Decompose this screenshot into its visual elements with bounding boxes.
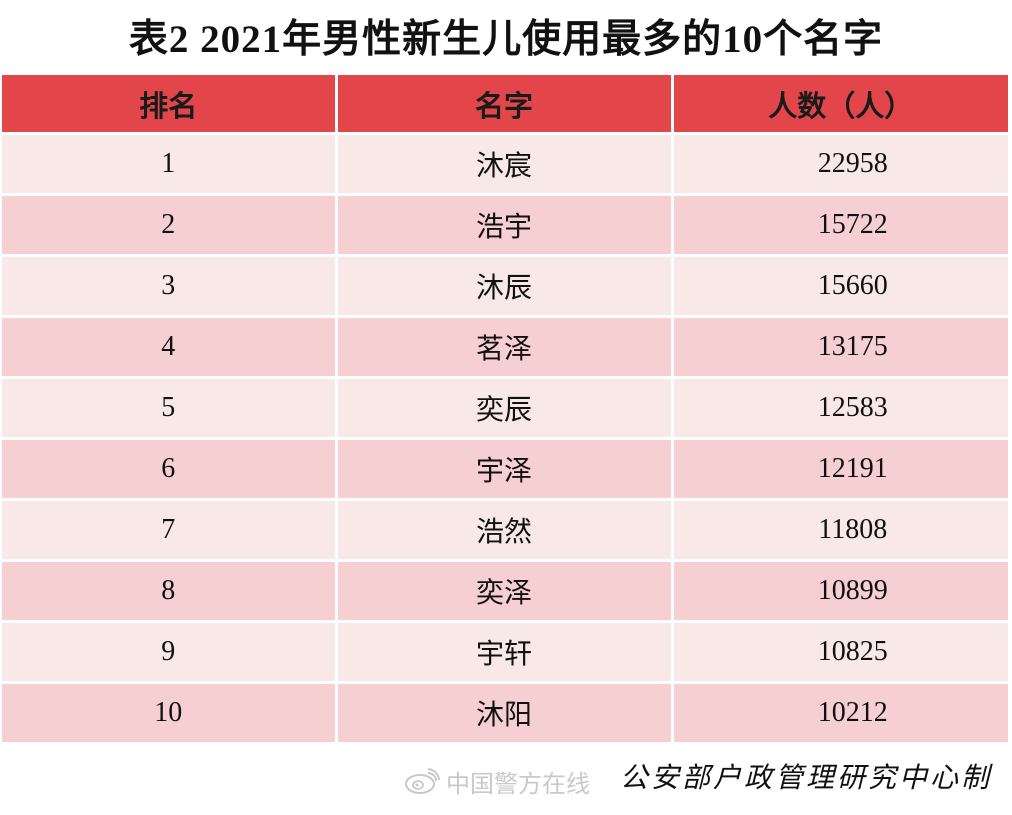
watermark: 中国警方在线: [404, 764, 590, 798]
table-header-row: 排名 名字 人数（人）: [2, 75, 1008, 135]
column-header-name: 名字: [336, 75, 674, 135]
rank-cell: 3: [2, 255, 338, 318]
table-title: 表2 2021年男性新生儿使用最多的10个名字: [128, 18, 884, 61]
table-row: 9 宇轩 10825: [2, 621, 1008, 684]
name-cell: 茗泽: [336, 316, 674, 379]
count-cell: 12191: [672, 438, 1008, 501]
name-cell: 奕泽: [336, 560, 674, 623]
table-row: 3 沐辰 15660: [2, 255, 1008, 318]
rank-cell: 6: [2, 438, 338, 501]
name-cell: 沐阳: [336, 682, 674, 745]
footer: 中国警方在线 公安部户政管理研究中心制: [0, 752, 1012, 802]
count-cell: 15660: [672, 255, 1008, 318]
table-row: 7 浩然 11808: [2, 499, 1008, 562]
rank-cell: 4: [2, 316, 338, 379]
column-header-rank: 排名: [2, 75, 338, 135]
name-cell: 宇泽: [336, 438, 674, 501]
rank-cell: 9: [2, 621, 338, 684]
table-row: 5 奕辰 12583: [2, 377, 1008, 440]
table-row: 1 沐宸 22958: [2, 133, 1008, 196]
name-cell: 浩宇: [336, 194, 674, 257]
source-note: 公安部户政管理研究中心制: [619, 763, 992, 794]
rank-cell: 10: [2, 682, 338, 745]
ranking-table: 排名 名字 人数（人） 1 沐宸 22958 2 浩宇 15722 3 沐辰 1…: [2, 75, 1008, 745]
ranking-table-container: 排名 名字 人数（人） 1 沐宸 22958 2 浩宇 15722 3 沐辰 1…: [2, 75, 1008, 745]
count-cell: 13175: [672, 316, 1008, 379]
column-header-count: 人数（人）: [672, 75, 1008, 135]
table-row: 10 沐阳 10212: [2, 682, 1008, 745]
name-cell: 沐宸: [336, 133, 674, 196]
name-cell: 浩然: [336, 499, 674, 562]
table-row: 2 浩宇 15722: [2, 194, 1008, 257]
count-cell: 11808: [672, 499, 1008, 562]
count-cell: 10212: [672, 682, 1008, 745]
count-cell: 15722: [672, 194, 1008, 257]
table-row: 4 茗泽 13175: [2, 316, 1008, 379]
rank-cell: 5: [2, 377, 338, 440]
name-cell: 沐辰: [336, 255, 674, 318]
name-cell: 奕辰: [336, 377, 674, 440]
table-row: 8 奕泽 10899: [2, 560, 1008, 623]
rank-cell: 2: [2, 194, 338, 257]
rank-cell: 7: [2, 499, 338, 562]
name-cell: 宇轩: [336, 621, 674, 684]
count-cell: 10825: [672, 621, 1008, 684]
count-cell: 22958: [672, 133, 1008, 196]
rank-cell: 8: [2, 560, 338, 623]
count-cell: 10899: [672, 560, 1008, 623]
weibo-icon: [404, 767, 440, 795]
count-cell: 12583: [672, 377, 1008, 440]
table-row: 6 宇泽 12191: [2, 438, 1008, 501]
rank-cell: 1: [2, 133, 338, 196]
watermark-text: 中国警方在线: [446, 769, 590, 798]
